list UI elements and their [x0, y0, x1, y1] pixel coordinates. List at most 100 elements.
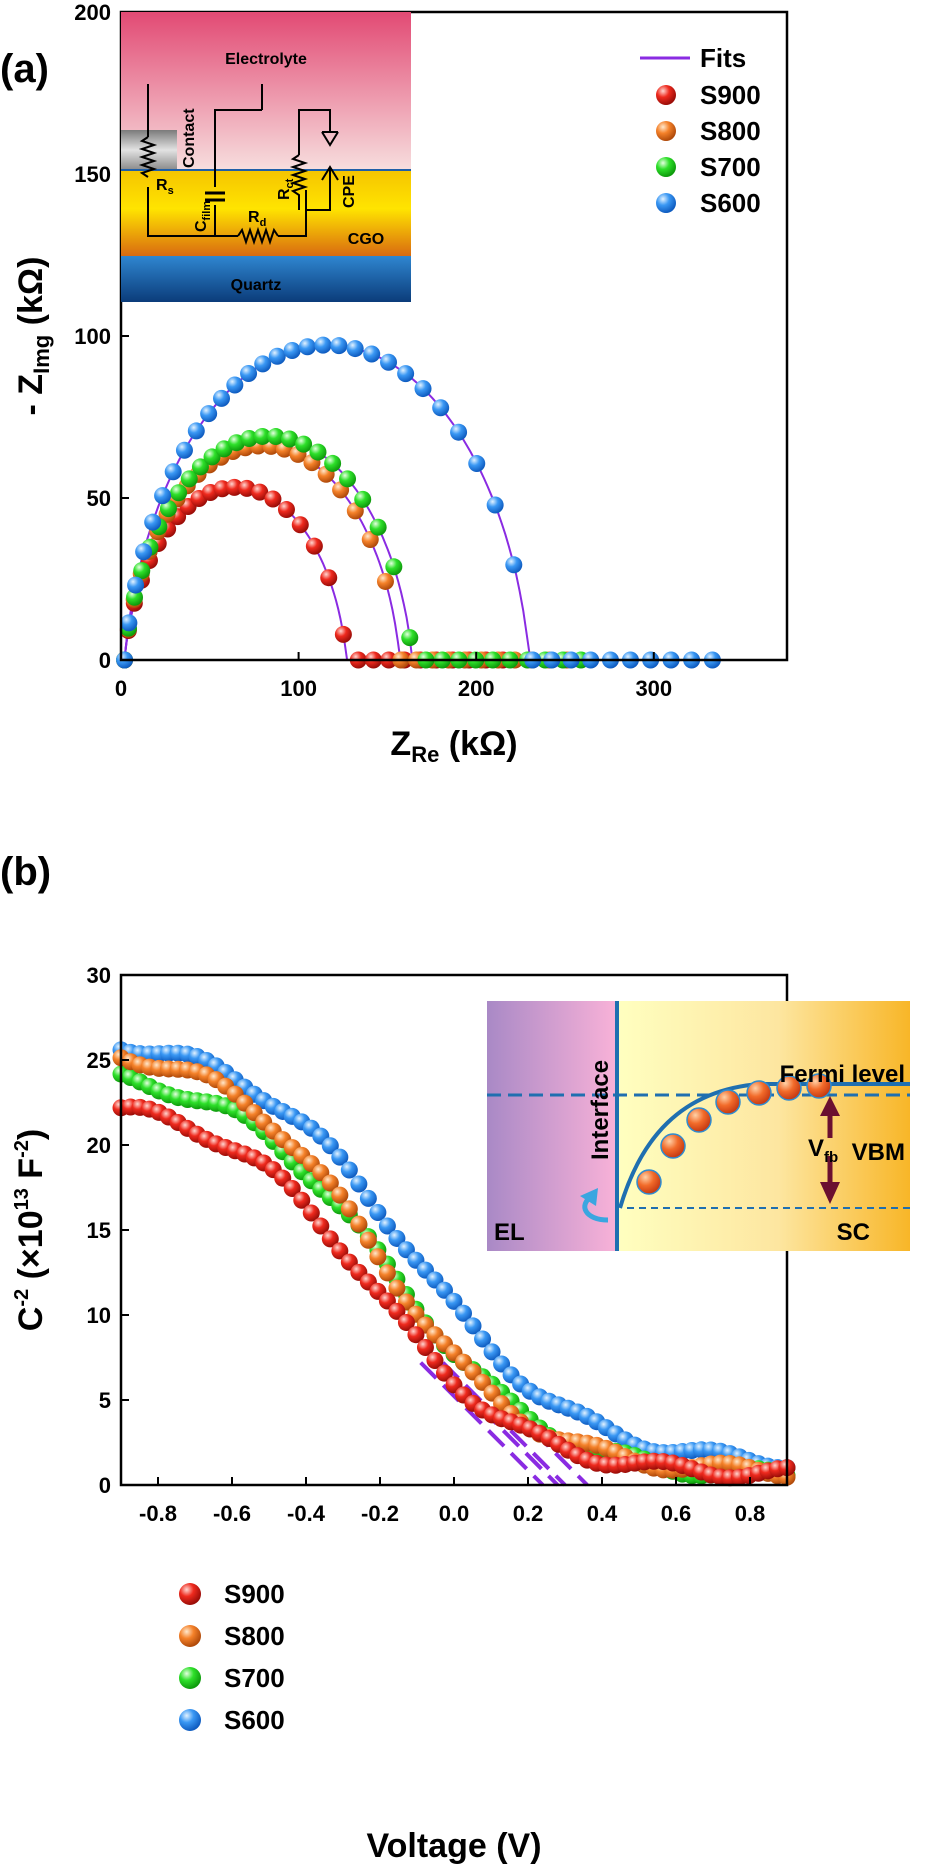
hole-circle [715, 1089, 741, 1115]
vfb-label: Vfb [808, 1135, 838, 1166]
point-s600 [314, 336, 332, 354]
panel-b: (b) -0.8 -0.6 -0.4 -0.2 0.0 0.2 0.4 0.6 0.8 0 5 10 1… [0, 850, 910, 1865]
b-xtick-label: 0.4 [587, 1501, 618, 1526]
point-s700 [324, 454, 342, 472]
point-s700 [133, 562, 151, 580]
point-b-s900 [302, 1204, 320, 1222]
legend-b-marker-s600 [179, 1709, 201, 1731]
point-s700 [227, 434, 245, 452]
panel-a-legend: Fits S900 S800 S700 S600 [640, 43, 761, 218]
circuit-inset: Electrolyte Contact CGO Quartz Rs Cfilm … [121, 12, 411, 302]
point-s600 [330, 337, 348, 355]
b-ytick-label: 20 [87, 1133, 111, 1158]
point-b-s800 [369, 1248, 387, 1266]
panel-b-ticks: -0.8 -0.6 -0.4 -0.2 0.0 0.2 0.4 0.6 0.8 0 5 10 15 20 2… [87, 963, 766, 1526]
point-s600 [346, 340, 364, 358]
point-s900 [225, 478, 243, 496]
b-xtick-label: 0.2 [513, 1501, 544, 1526]
rd-resistor [237, 226, 279, 246]
rct-resistor [289, 154, 309, 210]
el-region [487, 1001, 617, 1251]
point-b-s600 [331, 1148, 349, 1166]
point-s600 [283, 341, 301, 359]
point-s600 [144, 513, 162, 531]
point-b-s800 [350, 1215, 368, 1233]
point-b-s900 [397, 1314, 415, 1332]
point-b-s900 [321, 1230, 339, 1248]
a-xtick-label: 200 [458, 676, 495, 701]
point-b-s900 [435, 1364, 453, 1382]
rs-label: Rs [156, 177, 174, 197]
point-s700 [126, 588, 144, 606]
point-s700 [170, 484, 188, 502]
sc-region [617, 1001, 910, 1251]
point-b-s600 [378, 1217, 396, 1235]
point-b-s900 [388, 1302, 406, 1320]
cfilm-label: Cfilm [193, 201, 213, 232]
point-s600 [486, 496, 504, 514]
point-s900 [320, 569, 338, 587]
a-ytick-label: 0 [99, 648, 111, 673]
point-s700 [240, 430, 258, 448]
point-s600 [397, 365, 415, 383]
point-s600 [127, 576, 145, 594]
point-s600 [298, 338, 316, 356]
point-b-s800 [378, 1264, 396, 1282]
point-s700 [253, 427, 271, 445]
legend-label-s600: S600 [700, 188, 761, 218]
point-s600 [164, 463, 182, 481]
circuit-wires [147, 84, 331, 237]
point-s900 [264, 490, 282, 508]
cgo-label: CGO [348, 231, 384, 248]
panel-b-marks [112, 1041, 796, 1487]
point-s600 [450, 423, 468, 441]
point-b-s600 [369, 1204, 387, 1222]
point-s600 [468, 455, 486, 473]
rct-label: Rct [276, 178, 296, 200]
hole-circle [636, 1169, 662, 1195]
point-s700 [191, 458, 209, 476]
point-s800 [376, 572, 394, 590]
panel-a-label: (a) [0, 47, 49, 91]
a-xtick-label: 100 [280, 676, 317, 701]
point-s600 [254, 355, 272, 373]
point-b-s900 [416, 1339, 434, 1357]
band-diagram-inset: Fermi level VBM Vfb Interface EL SC [487, 1001, 910, 1251]
legend-b-label-s700: S700 [224, 1663, 285, 1693]
panel-b-xlabel: Voltage (V) [366, 1827, 541, 1865]
mott-schottky-fit-s800 [434, 1361, 560, 1487]
point-b-s600 [359, 1189, 377, 1207]
point-s600 [120, 614, 138, 632]
hole-circle [746, 1080, 772, 1106]
vfb-arrow-down [820, 1182, 840, 1204]
cfilm-capacitor [205, 191, 225, 202]
b-xtick-label: 0.0 [439, 1501, 470, 1526]
legend-marker-s800 [656, 121, 676, 141]
point-s600 [380, 353, 398, 371]
contact-label: Contact [181, 108, 198, 168]
point-b-s600 [483, 1343, 501, 1361]
point-s800 [361, 531, 379, 549]
point-b-s800 [331, 1186, 349, 1204]
point-s900 [251, 483, 269, 501]
electrolyte-label: Electrolyte [225, 51, 307, 68]
panel-b-ylabel: C-2 (×1013 F-2) [11, 1129, 50, 1331]
panel-a-marks [116, 336, 721, 669]
point-b-s900 [407, 1326, 425, 1344]
hole-circle [686, 1107, 712, 1133]
mott-schottky-fit-s900 [419, 1361, 545, 1487]
point-s700 [295, 435, 313, 453]
point-b-s800 [359, 1231, 377, 1249]
point-b-s900 [293, 1191, 311, 1209]
point-s700 [339, 470, 357, 488]
point-s700 [180, 470, 198, 488]
legend-b-label-s600: S600 [224, 1705, 285, 1735]
point-s700 [203, 448, 221, 466]
cpe-element [321, 131, 339, 181]
point-s600 [240, 365, 258, 383]
panel-b-label: (b) [0, 850, 51, 894]
point-s600 [175, 441, 193, 459]
panel-a-ylabel: - ZImg (kΩ) [12, 257, 54, 416]
point-s600 [135, 543, 153, 561]
legend-b-label-s800: S800 [224, 1621, 285, 1651]
